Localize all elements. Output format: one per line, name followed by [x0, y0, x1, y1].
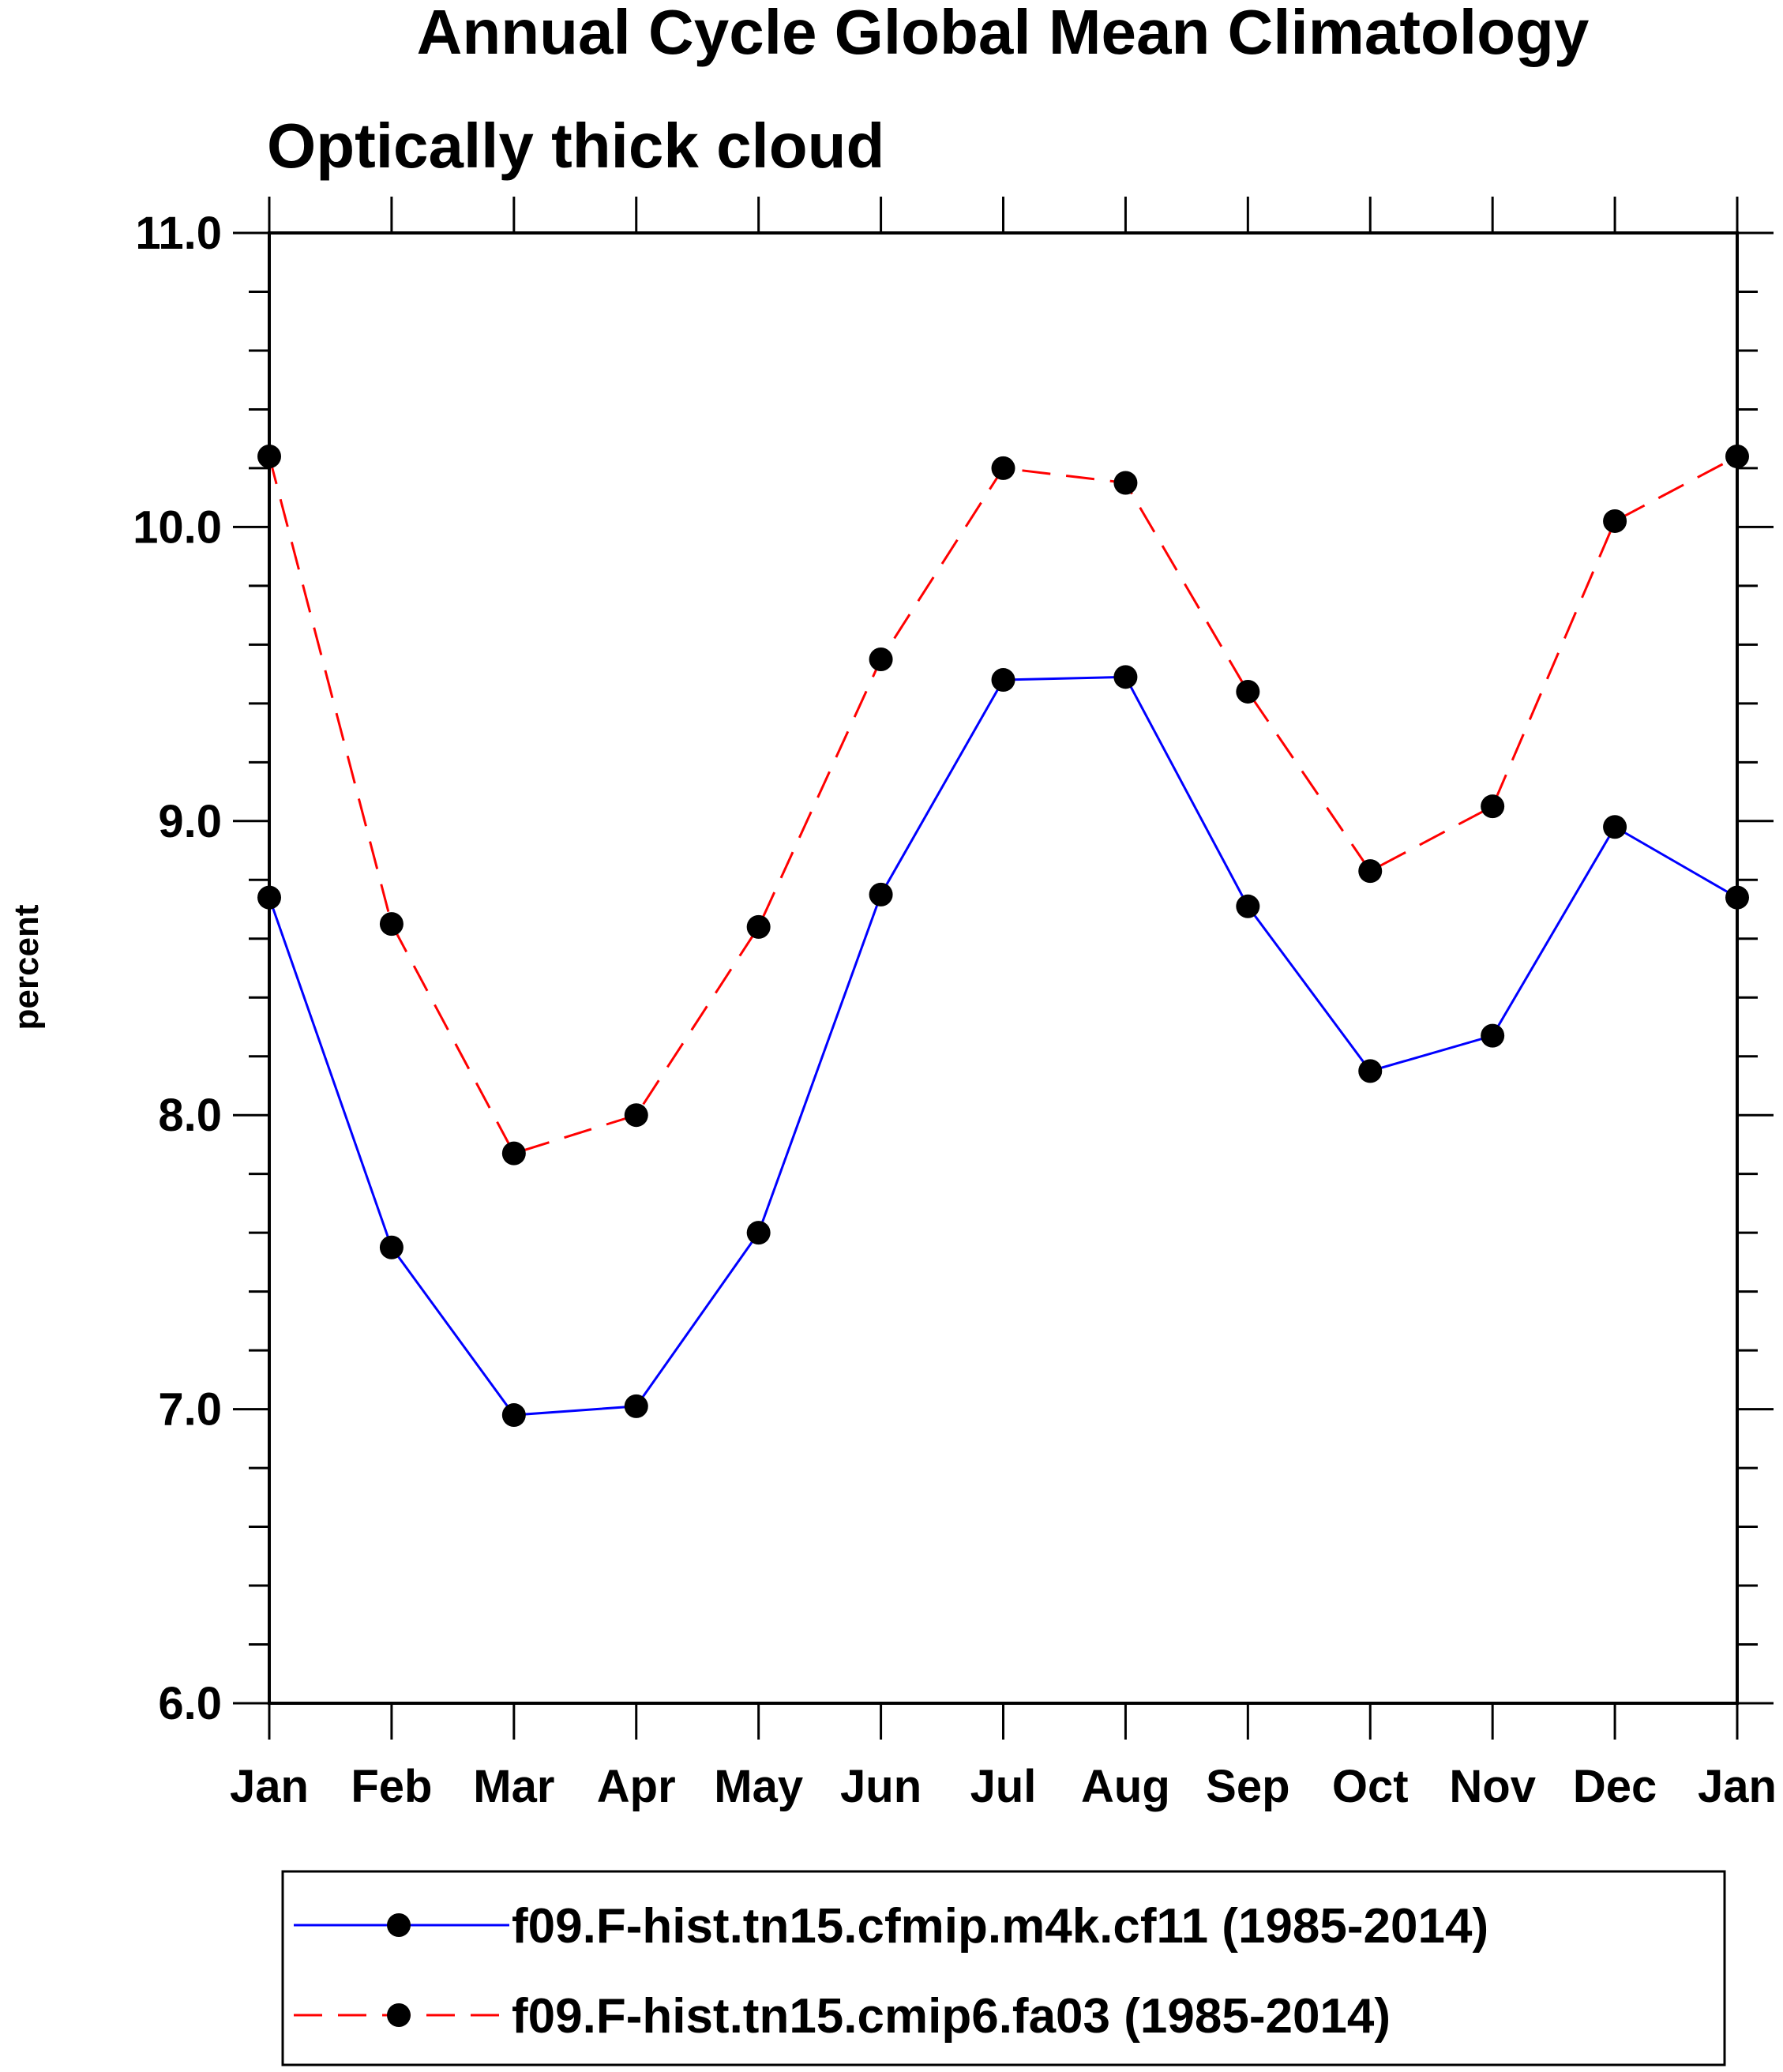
x-tick-labels: Jan Feb Mar Apr May Jun Jul Aug Sep Oct Nov Dec Jan	[230, 1761, 1777, 1812]
series-2-point	[1113, 471, 1138, 495]
series-1-point	[991, 668, 1015, 693]
series-1-point	[1236, 894, 1260, 918]
x-tick-label: Aug	[1081, 1761, 1170, 1812]
x-tick-label: Jun	[840, 1761, 922, 1812]
y-tick-labels: 6.0 7.0 8.0 9.0 10.0 11.0	[133, 208, 222, 1729]
x-tick-label: Oct	[1332, 1761, 1409, 1812]
x-tick-label: May	[714, 1761, 803, 1812]
x-tick-label: Jan	[230, 1761, 309, 1812]
y-tick-label: 6.0	[158, 1678, 222, 1729]
chart-subtitle: Optically thick cloud	[267, 111, 884, 181]
legend-box	[281, 1870, 1726, 2066]
x-tick-label: Mar	[473, 1761, 554, 1812]
series-lines	[268, 455, 1738, 1417]
series-2-point	[991, 456, 1015, 480]
series-1-point	[1113, 665, 1138, 689]
series-2-point	[746, 914, 771, 939]
chart-title: Annual Cycle Global Mean Climatology	[417, 0, 1590, 67]
series-1-point	[869, 882, 893, 906]
series-1-point	[624, 1394, 648, 1418]
y-tick-label: 10.0	[133, 501, 222, 553]
series-markers	[257, 445, 1749, 1428]
y-tick-label: 8.0	[158, 1090, 222, 1141]
y-tick-label: 7.0	[158, 1384, 222, 1436]
axis-ticks	[233, 197, 1774, 1740]
series-2-point	[869, 647, 893, 671]
x-tick-label: Feb	[351, 1761, 432, 1812]
series-1-point	[1481, 1023, 1505, 1048]
x-tick-label: Jan	[1698, 1761, 1777, 1812]
series-2-point	[1603, 509, 1627, 533]
series-1-point	[501, 1403, 526, 1428]
x-tick-label: Dec	[1573, 1761, 1657, 1812]
series-line-1	[268, 675, 1738, 1417]
x-tick-label: Sep	[1206, 1761, 1289, 1812]
legend: f09.F-hist.tn15.cfmip.m4k.cf11 (1985-201…	[281, 1870, 1726, 2066]
x-tick-label: Jul	[970, 1761, 1037, 1812]
y-tick-label: 11.0	[135, 208, 222, 259]
legend-items: f09.F-hist.tn15.cfmip.m4k.cf11 (1985-201…	[294, 1899, 1488, 2044]
legend-marker-2	[387, 2003, 411, 2027]
legend-marker-1	[387, 1913, 411, 1937]
series-line-2	[268, 455, 1738, 1155]
series-2-point	[1236, 679, 1260, 704]
series-1-point	[379, 1235, 404, 1259]
x-tick-label: Nov	[1449, 1761, 1536, 1812]
series-2-point	[624, 1103, 648, 1128]
x-tick-label: Apr	[597, 1761, 676, 1812]
legend-label-1: f09.F-hist.tn15.cfmip.m4k.cf11 (1985-201…	[512, 1899, 1488, 1954]
series-1-point	[746, 1221, 771, 1245]
series-2-point	[1481, 794, 1505, 819]
series-1-point	[1603, 815, 1627, 839]
legend-label-2: f09.F-hist.tn15.cmip6.fa03 (1985-2014)	[512, 1989, 1391, 2044]
y-tick-label: 9.0	[158, 796, 222, 847]
plot-frame	[268, 231, 1739, 1705]
series-2-point	[379, 912, 404, 937]
series-2-point	[1358, 859, 1383, 884]
series-1-point	[1358, 1059, 1383, 1083]
series-2-point	[501, 1141, 526, 1166]
y-axis-label: percent	[7, 904, 46, 1030]
